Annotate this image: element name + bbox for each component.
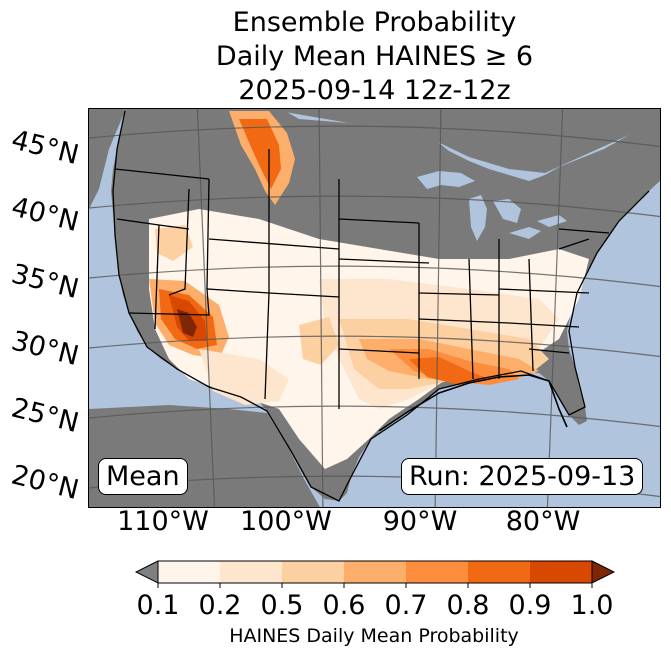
lon-label-90: 90°W: [382, 506, 458, 537]
colorbar-bin: [158, 561, 221, 583]
colorbar-bin: [282, 561, 345, 583]
colorbar-tick-label: 0.7: [384, 590, 428, 621]
colorbar-tick-label: 0.1: [136, 590, 180, 621]
colorbar-over-arrow: [591, 560, 616, 584]
colorbar-outline: [157, 560, 593, 584]
probability-map: [89, 109, 660, 507]
coastline: [378, 374, 568, 432]
colorbar-tick-marks: [157, 583, 593, 588]
map-panel[interactable]: [88, 108, 661, 508]
great-lakes: [417, 171, 567, 241]
colorbar-label: HAINES Daily Mean Probability: [229, 625, 519, 647]
title-line-1: Ensemble Probability: [232, 7, 517, 38]
lon-label-80: 80°W: [505, 506, 581, 537]
colorbar-tick-label: 0.5: [260, 590, 304, 621]
statistic-label: Mean: [98, 458, 188, 495]
colorbar-bin: [468, 561, 531, 583]
colorbar-bin: [344, 561, 407, 583]
colorbar-tick-label: 0.8: [446, 590, 490, 621]
lon-label-100: 100°W: [240, 506, 332, 537]
colorbar-tick-label: 1.0: [570, 590, 614, 621]
colorbar-tick-label: 0.6: [322, 590, 366, 621]
title-line-2: Daily Mean HAINES ≥ 6: [215, 41, 534, 72]
run-date-label: Run: 2025-09-13: [401, 458, 644, 495]
map-title: Ensemble Probability Daily Mean HAINES ≥…: [88, 6, 661, 108]
colorbar-tick-label: 0.2: [198, 590, 242, 621]
colorbar-bins: [158, 561, 593, 583]
state-boundaries: [112, 110, 650, 502]
lon-label-110: 110°W: [117, 506, 209, 537]
canada-land: [89, 109, 660, 209]
colorbar-bin: [406, 561, 469, 583]
colorbar-bin: [530, 561, 593, 583]
colorbar-tick-label: 0.9: [508, 590, 552, 621]
title-line-3: 2025-09-14 12z-12z: [238, 75, 511, 106]
colorbar-under-arrow: [134, 560, 159, 584]
colorbar-bin: [220, 561, 283, 583]
